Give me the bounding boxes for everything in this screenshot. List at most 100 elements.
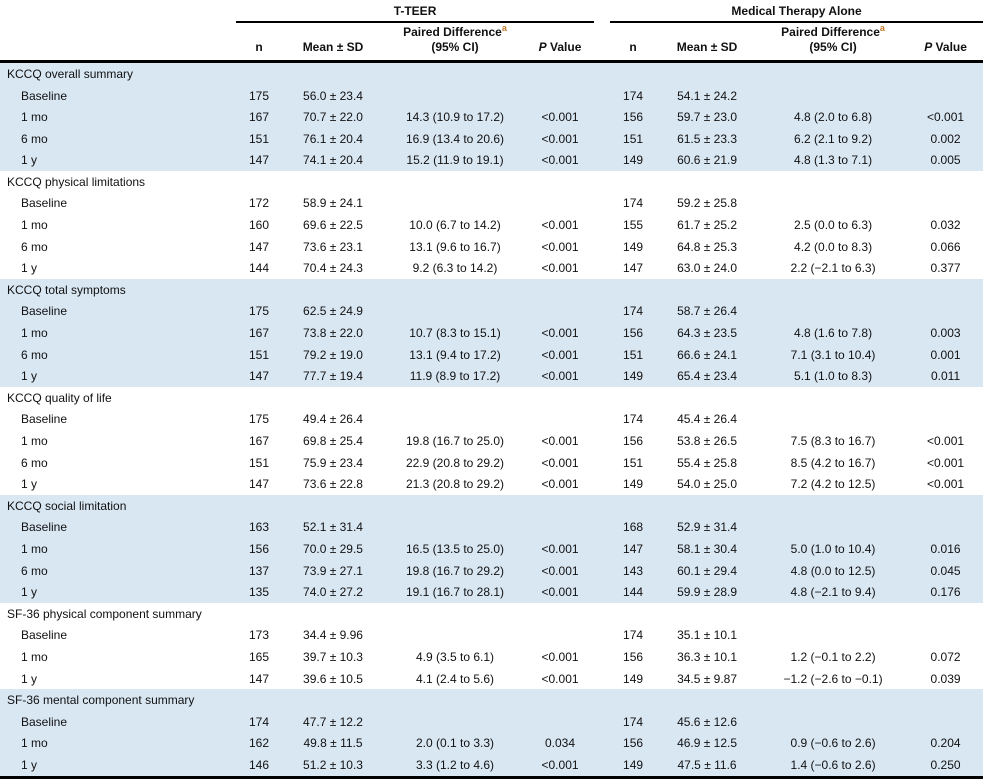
- medical-p-value-cell: 0.045: [908, 559, 983, 582]
- gap-cell: [594, 409, 610, 431]
- medical-mean-sd-cell: 47.5 ± 11.6: [656, 754, 759, 778]
- medical-n-cell: 168: [610, 516, 657, 539]
- section-title: KCCQ physical limitations: [7, 174, 146, 189]
- medical-p-value-cell: 0.003: [908, 322, 983, 344]
- tteer-mean-sd-cell: 58.9 ± 24.1: [303, 196, 363, 211]
- footnote-superscript: a: [879, 23, 885, 33]
- tteer-paired-diff-cell: [384, 516, 526, 539]
- row-label: Baseline: [0, 710, 236, 733]
- tteer-p-value-cell: <0.001: [526, 538, 595, 560]
- table-row: Baseline 175 49.4 ± 26.4 174 45.4 ± 26.4: [0, 409, 983, 431]
- table-row: Baseline 172 58.9 ± 24.1 174 59.2 ± 25.8: [0, 193, 983, 215]
- tteer-n-cell: 174: [236, 710, 282, 733]
- tteer-n-cell: 147: [236, 149, 282, 172]
- tteer-p-value-cell: <0.001: [541, 218, 579, 233]
- tteer-n-cell: 151: [248, 455, 270, 470]
- tteer-p-value-cell: [526, 625, 594, 647]
- tteer-paired-diff-cell: [384, 84, 526, 107]
- tteer-paired-diff-cell: [384, 193, 526, 215]
- tteer-mean-sd-cell: 70.7 ± 22.0: [282, 106, 384, 128]
- table-row: 6 mo 151 75.9 ± 23.4 22.9 (20.8 to 29.2) <0.…: [0, 452, 983, 474]
- tteer-p-value-cell: <0.001: [526, 106, 595, 128]
- tteer-p-value-cell: [526, 409, 594, 431]
- tteer-mean-sd-cell: 70.0 ± 29.5: [282, 538, 384, 560]
- group-header-tteer: T-TEER: [236, 0, 595, 23]
- medical-n-cell: 149: [610, 365, 657, 388]
- medical-paired-diff-cell: [758, 516, 909, 539]
- tteer-mean-sd-cell: 73.6 ± 22.8: [303, 477, 363, 492]
- table-row: 1 y 144 70.4 ± 24.3 9.2 (6.3 to 14.2) <0.001…: [0, 257, 983, 279]
- tteer-mean-sd-cell: 51.2 ± 10.3: [282, 754, 384, 778]
- tteer-p-value-cell: <0.001: [526, 754, 595, 778]
- section-title: KCCQ quality of life: [7, 390, 112, 405]
- gap-cell: [594, 106, 611, 128]
- tteer-paired-diff-cell: 11.9 (8.9 to 17.2): [384, 365, 526, 388]
- table-body: KCCQ overall summary Baseline 175 56.0 ± 23…: [0, 61, 983, 778]
- tteer-mean-sd-cell: 73.8 ± 22.0: [282, 322, 384, 344]
- t-paired-difference-header: Paired Differencea (95% CI): [384, 22, 526, 63]
- tteer-paired-diff-cell: 16.9 (13.4 to 20.6): [384, 127, 526, 150]
- tteer-n-cell: 151: [236, 343, 282, 366]
- tteer-p-value-cell: <0.001: [526, 127, 595, 150]
- medical-p-value-cell: 0.377: [930, 261, 961, 276]
- medical-p-value-cell: 0.016: [908, 538, 983, 560]
- table-row: 6 mo 137 73.9 ± 27.1 19.8 (16.7 to 29.2) <0.…: [0, 559, 983, 582]
- tteer-n-cell: 147: [248, 671, 270, 686]
- medical-paired-diff-cell: 5.1 (1.0 to 8.3): [758, 365, 909, 388]
- medical-p-value-cell: 0.072: [930, 649, 961, 664]
- group-gap: [594, 0, 610, 22]
- table-row: Baseline 175 62.5 ± 24.9 174 58.7 ± 26.4: [0, 300, 983, 323]
- p-rest: Value: [932, 40, 967, 54]
- tteer-paired-diff-cell: [384, 710, 526, 733]
- gap-cell: [594, 538, 611, 560]
- t-p-value-header: P Value: [526, 22, 595, 63]
- tteer-paired-diff-cell: 10.0 (6.7 to 14.2): [409, 218, 501, 233]
- group-header-row: T-TEER Medical Therapy Alone: [0, 0, 983, 23]
- medical-p-value-cell: [908, 625, 983, 647]
- table-row: 6 mo 151 76.1 ± 20.4 16.9 (13.4 to 20.6) <0.…: [0, 127, 983, 150]
- tteer-paired-diff-cell: 13.1 (9.4 to 17.2): [384, 343, 526, 366]
- medical-paired-diff-cell: 7.5 (8.3 to 16.7): [790, 434, 876, 448]
- gap-cell: [594, 127, 611, 150]
- row-label: 1 y: [21, 261, 38, 276]
- tteer-mean-sd-cell: 52.1 ± 31.4: [282, 516, 384, 539]
- medical-p-value-cell: [908, 193, 983, 215]
- medical-p-value-cell: [908, 409, 983, 431]
- tteer-mean-sd-cell: 47.7 ± 12.2: [282, 710, 384, 733]
- tteer-p-value-cell: <0.001: [541, 649, 579, 664]
- paired-difference-label: Paired Difference: [403, 25, 502, 39]
- table-row: 1 y 147 39.6 ± 10.5 4.1 (2.4 to 5.6) <0.001 1…: [0, 668, 983, 690]
- row-label: 6 mo: [21, 239, 48, 254]
- tteer-n-cell: 175: [236, 300, 282, 323]
- medical-p-value-cell: <0.001: [927, 477, 965, 492]
- medical-paired-diff-cell: 7.2 (4.2 to 12.5): [790, 477, 876, 492]
- medical-paired-diff-cell: 4.8 (−2.1 to 9.4): [758, 581, 909, 603]
- m-paired-difference-header: Paired Differencea (95% CI): [758, 22, 909, 63]
- medical-p-value-cell: 0.005: [908, 149, 983, 172]
- table-row: 1 mo 167 73.8 ± 22.0 10.7 (8.3 to 15.1) <0.0…: [0, 322, 983, 344]
- table-row: 1 mo 167 70.7 ± 22.0 14.3 (10.9 to 17.2) <0.…: [0, 106, 983, 128]
- row-label: 6 mo: [0, 127, 236, 150]
- row-label: 1 mo: [0, 322, 236, 344]
- m-p-value-header: P Value: [908, 22, 983, 63]
- medical-n-cell: 156: [623, 649, 644, 664]
- tteer-n-cell: 173: [248, 628, 270, 643]
- tteer-p-value-cell: [526, 84, 595, 107]
- m-n-header: n: [610, 22, 657, 63]
- medical-mean-sd-cell: 61.5 ± 23.3: [656, 127, 759, 150]
- gap-cell: [594, 581, 611, 603]
- medical-paired-diff-cell: −1.2 (−2.6 to −0.1): [783, 671, 883, 686]
- tteer-p-value-cell: [526, 516, 595, 539]
- table-row: 1 y 147 73.6 ± 22.8 21.3 (20.8 to 29.2) <0.0…: [0, 473, 983, 495]
- medical-paired-diff-cell: [758, 625, 908, 647]
- row-label: 1 y: [0, 149, 236, 172]
- medical-paired-diff-cell: 4.8 (1.6 to 7.8): [758, 322, 909, 344]
- tteer-paired-diff-cell: 19.1 (16.7 to 28.1): [384, 581, 526, 603]
- tteer-n-cell: 175: [248, 412, 270, 427]
- tteer-mean-sd-cell: 77.7 ± 19.4: [282, 365, 384, 388]
- gap-cell: [594, 668, 610, 690]
- medical-n-cell: 174: [623, 196, 644, 211]
- label-column-header: [0, 0, 236, 22]
- medical-paired-diff-cell: 1.2 (−0.1 to 2.2): [790, 649, 876, 664]
- gap-cell: [594, 754, 611, 778]
